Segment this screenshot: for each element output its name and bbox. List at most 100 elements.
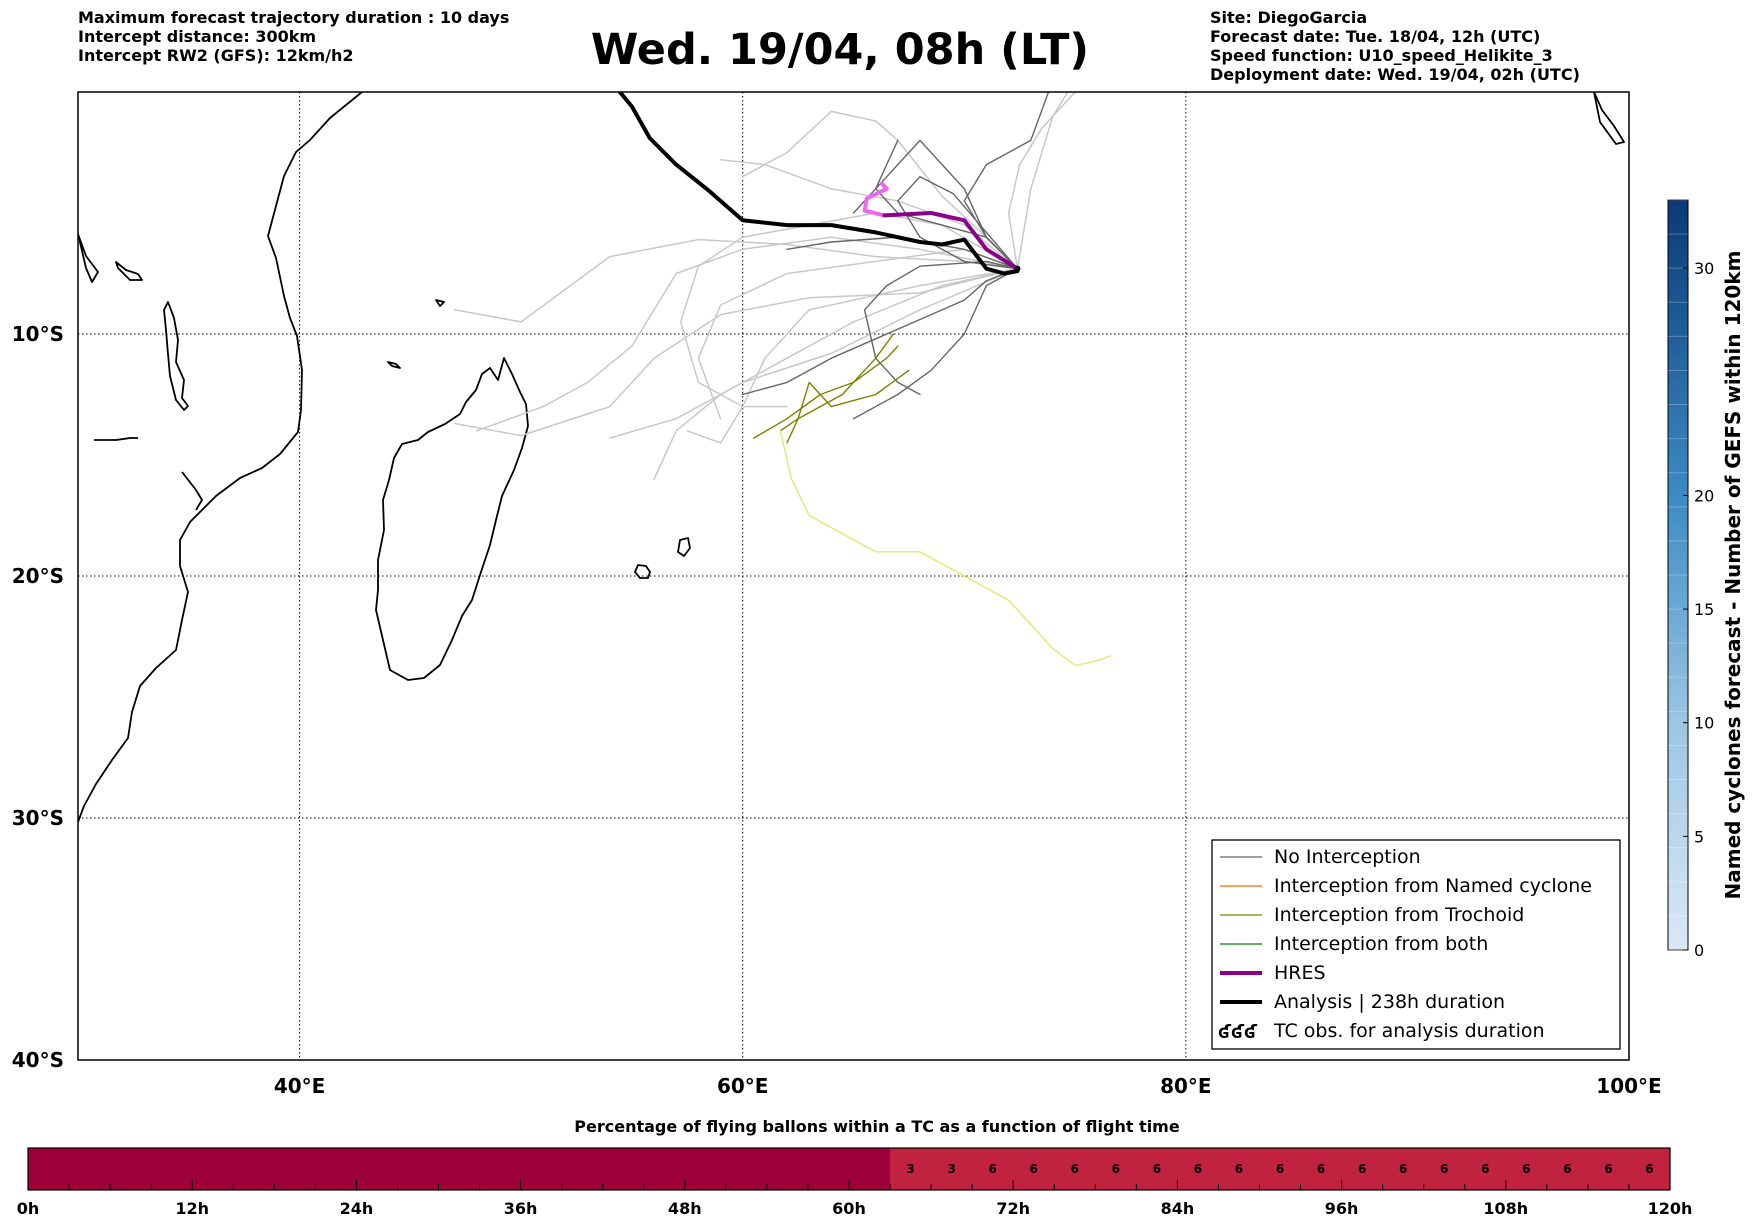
colorbar-tick-label: 5 [1694,827,1704,846]
forecast-date-text: Forecast date: Tue. 18/04, 12h (UTC) [1210,27,1541,46]
time-strip-cell [561,1148,604,1190]
light-track [453,267,1019,437]
time-strip-cell-value: 6 [1481,1162,1489,1176]
x-tick-label: 80°E [1160,1074,1212,1098]
time-strip-cell [151,1148,193,1190]
legend-label-both: Interception from both [1274,933,1488,955]
time-strip-tick-label: 48h [668,1199,702,1218]
legend-frame [1211,839,1621,1050]
madagascar-coastline [375,357,529,681]
launch-site-marker [1014,265,1021,272]
colorbar-bands [1668,199,1688,951]
no-interception-track [897,175,1019,270]
time-strip-tick-label: 84h [1161,1199,1195,1218]
time-strip-cell-value: 6 [1604,1162,1612,1176]
max-duration-text: Maximum forecast trajectory duration : 1… [78,8,510,27]
time-strip-cell [931,1148,973,1190]
no-interception-track [863,260,1019,396]
legend-item-hres: HRES [1220,962,1326,984]
time-strip-cell [1095,1148,1137,1190]
legend-item-no-interception: No Interception [1220,846,1421,868]
y-tick-label: 40°S [12,1048,64,1072]
no-interception-track [852,268,1019,420]
no-interception-track [742,268,1019,396]
mozambique-inland-line [181,471,203,511]
time-strip-cell-value: 6 [1317,1162,1325,1176]
site-text: Site: DiegoGarcia [1210,8,1368,27]
time-strip-cell [520,1148,563,1190]
time-strip-cell [1505,1148,1548,1190]
time-strip-cells: 3 3 6 6 6 6 6 6 6 6 6 6 6 6 6 6 6 6 6 [28,1148,1671,1190]
light-ensemble-tracks [453,92,1078,480]
time-strip-cell [1218,1148,1260,1190]
time-strip-cell [397,1148,439,1190]
time-strip-cell [1628,1148,1671,1190]
light-track [741,110,1019,270]
time-strip-cell [725,1148,768,1190]
red-sea-coastline [115,261,143,281]
time-strip-cell [1587,1148,1630,1190]
analysis-track-line [617,92,1020,276]
hres-track [862,182,1021,272]
x-tick-label: 100°E [1596,1074,1661,1098]
time-strip-cell-value: 6 [1563,1162,1571,1176]
yellow-interception-track [779,430,1112,667]
lake-coastline [163,301,189,411]
legend-label-trochoid: Interception from Trochoid [1274,904,1524,926]
time-strip-tick-label: 36h [504,1199,538,1218]
legend-item-trochoid: Interception from Trochoid [1220,904,1524,926]
time-strip-cell [479,1148,522,1190]
grid-lines [78,92,1629,1060]
time-strip-cell [233,1148,275,1190]
time-strip-cell [890,1148,932,1190]
time-strip-cell [438,1148,481,1190]
time-strip-cell [1423,1148,1466,1190]
time-strip-cell [274,1148,316,1190]
time-strip-cell-value: 6 [1235,1162,1243,1176]
time-strip-cell [807,1148,850,1190]
time-strip-cell-value: 6 [988,1162,996,1176]
colorbar-tick-label: 15 [1694,600,1714,619]
time-strip-cell-value: 6 [1276,1162,1284,1176]
legend-label-no-interception: No Interception [1274,846,1421,868]
colorbar-tick-label: 0 [1694,941,1704,960]
time-strip-tick-label: 0h [17,1199,40,1218]
time-strip-cell [1546,1148,1589,1190]
colorbar-gradient [1667,199,1689,951]
intercept-rw2-text: Intercept RW2 (GFS): 12km/h2 [78,46,354,65]
legend-item-named-cyclone: Interception from Named cyclone [1220,875,1592,897]
time-strip-cell [1177,1148,1219,1190]
time-strip-title: Percentage of flying ballons within a TC… [574,1117,1180,1136]
reunion-island [634,564,651,579]
legend-item-tc-obs: ʛʛʛ TC obs. for analysis duration [1218,1020,1545,1043]
legend-box: No Interception Interception from Named … [1211,839,1621,1050]
trochoid-track [779,333,895,432]
legend-item-analysis: Analysis | 238h duration [1220,991,1505,1013]
time-strip-cell [1464,1148,1507,1190]
time-strip-cell [1054,1148,1096,1190]
map-frame [77,91,1630,1061]
time-strip-cell-value: 6 [1030,1162,1038,1176]
light-track [653,267,1019,480]
legend-label-named-cyclone: Interception from Named cyclone [1274,875,1592,897]
tc-symbol-icon: ʛʛʛ [1218,1021,1258,1043]
time-strip-tick-label: 108h [1483,1199,1528,1218]
time-strip-cell-value: 6 [1440,1162,1448,1176]
time-strip-tick-label: 60h [832,1199,866,1218]
header-right: Site: DiegoGarcia Forecast date: Tue. 18… [1210,8,1580,84]
time-strip-cell [110,1148,152,1190]
y-tick-label: 10°S [12,322,64,346]
yellow-track [779,430,1112,667]
deployment-date-text: Deployment date: Wed. 19/04, 02h (UTC) [1210,65,1580,84]
light-track [686,267,1019,444]
time-strip-cell [356,1148,398,1190]
colorbar-tick-label: 30 [1694,259,1714,278]
no-interception-track [963,92,1050,270]
time-strip-cell-value: 6 [1522,1162,1530,1176]
time-strip-cell [1136,1148,1178,1190]
y-tick-label: 30°S [12,806,64,830]
colorbar-tick-label: 10 [1694,714,1714,733]
mauritius-island [677,537,691,557]
speed-function-text: Speed function: U10_speed_Helikite_3 [1210,46,1553,65]
